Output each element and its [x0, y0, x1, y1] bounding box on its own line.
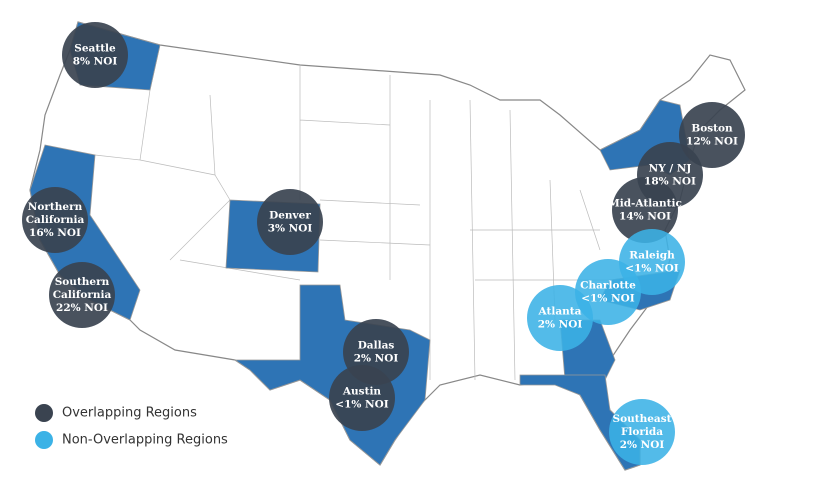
region-label: <1% NOI	[581, 293, 634, 305]
state-borders	[94, 44, 610, 381]
region-label: <1% NOI	[335, 399, 388, 411]
region-label: Florida	[621, 426, 663, 438]
region-label: Denver	[269, 210, 311, 222]
region-label: 2% NOI	[620, 439, 665, 451]
region-label: Austin	[342, 386, 382, 398]
region-bubble	[257, 189, 323, 255]
region-bubble	[329, 365, 395, 431]
legend: Overlapping Regions Non-Overlapping Regio…	[35, 404, 228, 449]
region-bubble	[49, 262, 115, 328]
region-label: California	[53, 289, 112, 301]
region-label: California	[26, 214, 85, 226]
region-label: Seattle	[74, 43, 116, 55]
legend-marker	[35, 431, 53, 449]
region-label: Mid-Atlantic	[608, 198, 682, 210]
region-label: Southeast	[613, 413, 672, 425]
region-label: Southern	[55, 276, 110, 288]
region-label: 22% NOI	[56, 302, 108, 314]
region-label: Charlotte	[580, 280, 636, 292]
region-label: Raleigh	[629, 250, 675, 262]
region-label: Atlanta	[538, 306, 582, 318]
region-label: Dallas	[358, 340, 395, 352]
region-label: 2% NOI	[354, 353, 399, 365]
region-label: 18% NOI	[644, 176, 696, 188]
region-bubble	[22, 187, 88, 253]
region-label: 12% NOI	[686, 136, 738, 148]
region-bubble	[679, 102, 745, 168]
region-bubble	[527, 285, 593, 351]
legend-label: Non-Overlapping Regions	[62, 433, 228, 448]
region-label: NY / NJ	[649, 163, 692, 175]
region-label: 2% NOI	[538, 319, 583, 331]
region-bubble	[612, 177, 678, 243]
region-label: <1% NOI	[625, 263, 678, 275]
region-label: 16% NOI	[29, 227, 81, 239]
region-label: Boston	[691, 123, 733, 135]
region-bubble	[62, 22, 128, 88]
region-label: 3% NOI	[268, 223, 313, 235]
region-label: 14% NOI	[619, 211, 671, 223]
region-bubble	[609, 399, 675, 465]
legend-label: Overlapping Regions	[62, 406, 197, 421]
region-label: Northern	[28, 201, 83, 213]
legend-marker	[35, 404, 53, 422]
region-label: 8% NOI	[73, 56, 118, 68]
